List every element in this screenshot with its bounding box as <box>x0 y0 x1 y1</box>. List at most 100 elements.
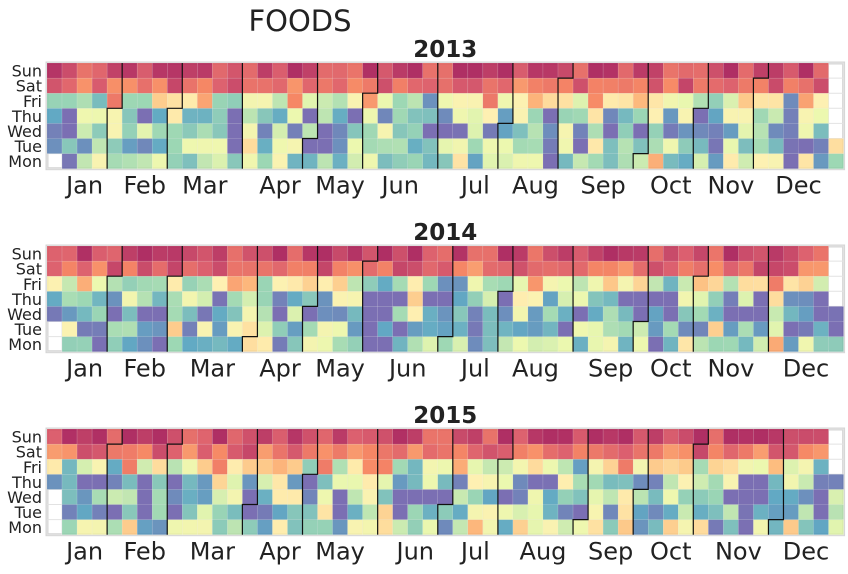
day-cell <box>407 245 424 262</box>
day-cell <box>482 77 499 94</box>
day-cell <box>693 123 709 139</box>
day-cell <box>407 336 424 352</box>
day-cell <box>693 504 709 520</box>
day-cell <box>332 458 348 475</box>
day-cell <box>332 306 348 322</box>
day-cell <box>197 108 213 124</box>
day-cell <box>392 62 408 79</box>
day-cell <box>587 504 604 520</box>
day-cell <box>647 336 664 352</box>
day-cell <box>392 138 408 154</box>
day-cell <box>437 336 454 352</box>
day-cell <box>136 153 153 169</box>
day-cell <box>76 62 93 79</box>
day-cell <box>482 321 499 337</box>
day-cell <box>497 108 514 124</box>
day-cell <box>197 77 213 94</box>
day-cell <box>151 123 168 139</box>
day-cell <box>151 92 168 109</box>
month-boundary <box>106 63 123 169</box>
day-cell <box>632 108 649 124</box>
day-cell <box>347 245 363 262</box>
day-cell <box>287 77 303 94</box>
day-cell <box>332 428 348 445</box>
day-cell <box>527 245 544 262</box>
day-cell <box>512 275 529 292</box>
day-cell <box>662 443 679 460</box>
day-cell <box>227 458 243 475</box>
day-cell <box>753 489 769 505</box>
day-cell <box>61 519 78 535</box>
day-cell <box>392 489 408 505</box>
day-cell <box>437 504 454 520</box>
day-cell <box>212 489 228 505</box>
month-boundary <box>767 429 785 535</box>
day-cell <box>302 336 318 352</box>
day-cell <box>121 489 138 505</box>
day-cell <box>317 321 333 337</box>
day-cell <box>783 489 799 505</box>
day-cell <box>136 428 153 445</box>
day-cell <box>287 489 303 505</box>
day-cell <box>647 275 664 292</box>
day-cell <box>647 489 664 505</box>
day-cell <box>347 321 363 337</box>
day-cell <box>467 489 484 505</box>
day-cell <box>678 443 694 460</box>
day-cell <box>467 108 484 124</box>
day-cell <box>813 336 829 352</box>
day-cell <box>407 62 424 79</box>
weekday-label: Thu <box>11 473 42 492</box>
day-cell <box>723 443 739 460</box>
day-cell <box>407 138 424 154</box>
day-cell <box>257 474 273 490</box>
day-cell <box>437 306 454 322</box>
month-label: May <box>315 538 365 566</box>
day-cell <box>617 489 634 505</box>
day-cell <box>197 474 213 490</box>
day-cell <box>693 62 709 79</box>
day-cell <box>121 291 138 307</box>
day-cell <box>227 260 243 277</box>
day-cell <box>437 92 454 109</box>
day-cell <box>452 275 469 292</box>
day-cell <box>332 62 348 79</box>
day-cell <box>197 336 213 352</box>
day-cell <box>136 77 153 94</box>
day-cell <box>813 108 829 124</box>
month-label: Apr <box>259 538 301 566</box>
day-cell <box>362 443 378 460</box>
day-cell <box>783 123 799 139</box>
day-cell <box>166 336 183 352</box>
day-cell <box>693 428 709 445</box>
day-cell <box>708 62 724 79</box>
day-cell <box>272 428 288 445</box>
day-cell <box>527 108 544 124</box>
day-cell <box>693 443 709 460</box>
day-cell <box>738 443 754 460</box>
day-cell <box>91 519 108 535</box>
month-boundary <box>166 246 183 352</box>
day-cell <box>166 108 183 124</box>
day-cell <box>302 291 318 307</box>
day-cell <box>617 321 634 337</box>
day-cell <box>467 92 484 109</box>
year-panel-2015: 2015 Jan Feb Mar Apr May Jun Jul Aug Sep Oct Nov Dec… <box>7 403 846 566</box>
month-boundary <box>301 429 319 535</box>
day-cell <box>527 489 544 505</box>
day-cell <box>182 291 198 307</box>
day-cell <box>723 260 739 277</box>
day-cell <box>452 504 469 520</box>
day-cell <box>557 321 574 337</box>
day-cell <box>257 336 273 352</box>
day-cell <box>121 474 138 490</box>
day-cell <box>632 321 649 337</box>
day-cell <box>632 123 649 139</box>
weekday-label: Thu <box>11 290 42 309</box>
day-cell <box>813 291 829 307</box>
day-cell <box>272 443 288 460</box>
day-cell <box>708 474 724 490</box>
day-cell <box>212 336 228 352</box>
day-cell <box>572 108 589 124</box>
day-cell <box>121 443 138 460</box>
